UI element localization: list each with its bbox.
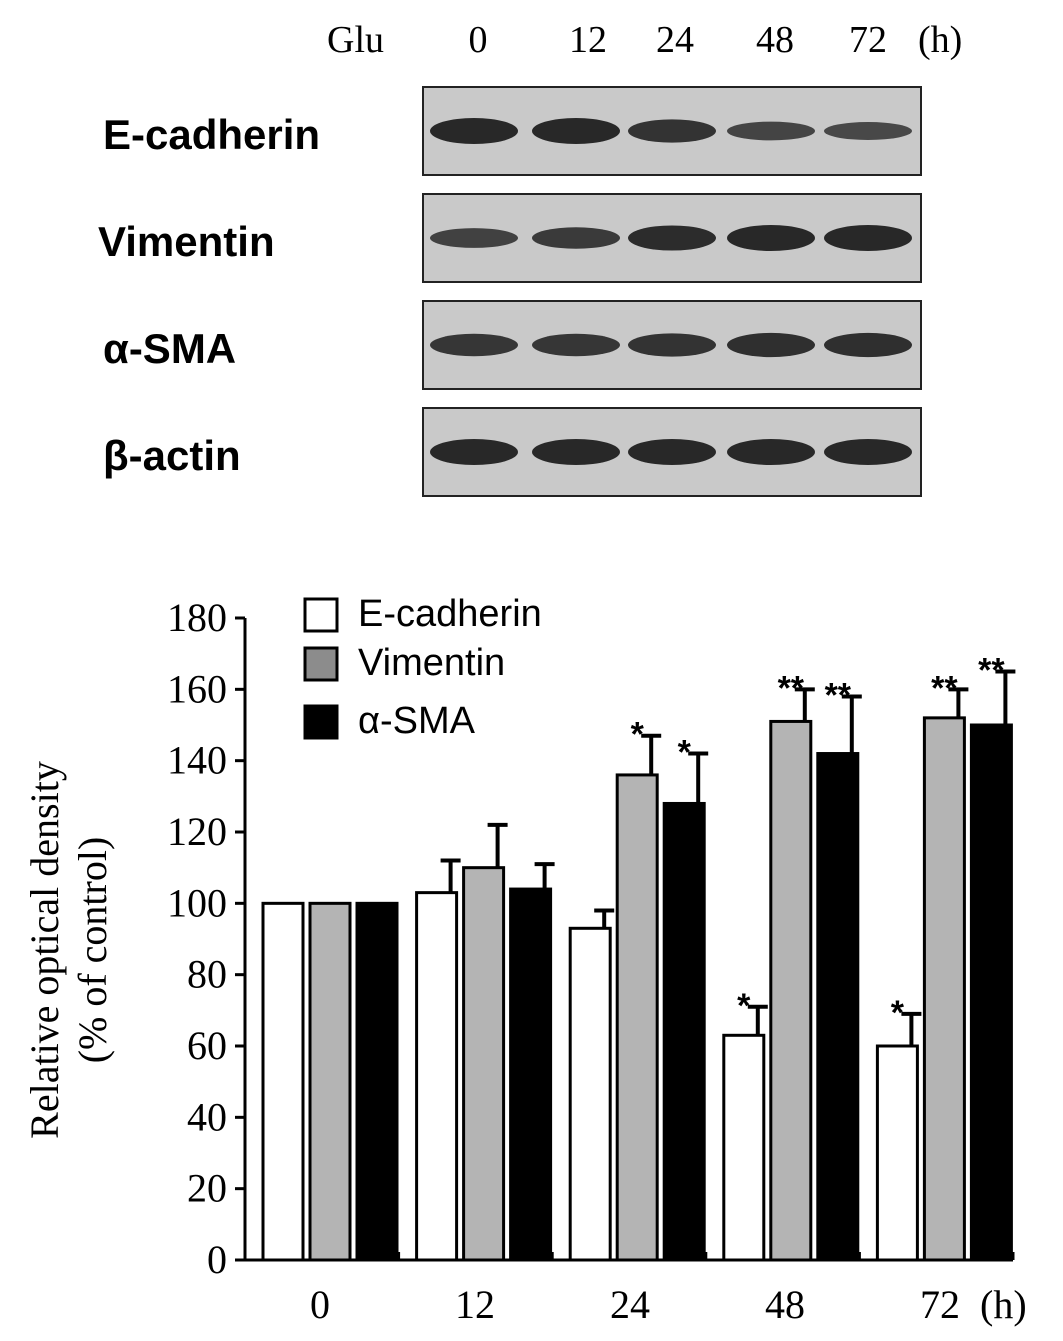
x-unit-label: (h) — [980, 1282, 1027, 1327]
blot-band — [430, 333, 518, 357]
significance-mark: * — [891, 994, 905, 1032]
y-axis-label: Relative optical density — [22, 761, 67, 1139]
blot-band — [430, 228, 518, 248]
bar — [415, 891, 459, 1262]
x-tick-label: 0 — [310, 1282, 330, 1327]
blot-row: E-cadherin — [103, 86, 922, 176]
y-tick-label: 100 — [167, 880, 227, 925]
significance-mark: ** — [978, 652, 1005, 690]
x-tick-label: 72 — [920, 1282, 960, 1327]
blot-band — [430, 439, 518, 465]
significance-mark: * — [737, 987, 751, 1025]
blot-band — [532, 439, 620, 465]
blot-band — [628, 439, 716, 465]
blot-band — [727, 225, 815, 251]
significance-mark: * — [631, 716, 645, 754]
x-tick-label: 12 — [455, 1282, 495, 1327]
x-tick-label: 48 — [765, 1282, 805, 1327]
significance-mark: ** — [931, 669, 958, 707]
legend-swatch — [303, 597, 339, 633]
blot-band — [532, 118, 620, 144]
blot-time-label: 48 — [756, 19, 794, 61]
blot-band — [430, 118, 518, 144]
blot-time-label: 12 — [569, 19, 607, 61]
y-axis-label-unit: (% of control) — [70, 837, 115, 1064]
y-tick-label: 120 — [167, 809, 227, 854]
blot-band — [727, 332, 815, 358]
blot-row-label: α-SMA — [103, 325, 236, 372]
significance-mark: ** — [778, 669, 805, 707]
bar — [662, 801, 706, 1262]
bar — [261, 901, 305, 1262]
blot-row: β-actin — [103, 407, 922, 497]
blot-band — [824, 332, 912, 358]
blot-band — [628, 333, 716, 357]
y-tick-label: 80 — [187, 952, 227, 997]
y-tick-label: 60 — [187, 1023, 227, 1068]
blot-band — [824, 122, 912, 140]
western-blot-panel: Glu 0 12 24 48 72 (h) E-cadherin Vimentin α-SM… — [98, 19, 962, 497]
bar — [969, 723, 1013, 1262]
bar — [922, 716, 966, 1262]
blot-band — [628, 119, 716, 143]
blot-row-label: β-actin — [103, 432, 241, 479]
significance-mark: ** — [825, 676, 852, 714]
blot-rows: E-cadherin Vimentin α-SMA β-actin — [98, 86, 922, 497]
blot-row-label: E-cadherin — [103, 111, 320, 158]
x-tick-label: 24 — [610, 1282, 650, 1327]
treatment-label: Glu — [327, 19, 384, 61]
legend: E-cadherin Vimentin α-SMA — [303, 593, 542, 742]
bar — [462, 866, 506, 1262]
blot-band — [628, 225, 716, 251]
bar — [308, 901, 352, 1262]
bar — [769, 719, 813, 1262]
legend-swatch — [303, 646, 339, 682]
blot-row: Vimentin — [98, 193, 922, 283]
blot-row-label: Vimentin — [98, 218, 275, 265]
bar — [568, 926, 612, 1262]
blot-time-labels: 0 12 24 48 72 — [469, 19, 888, 61]
y-tick-label: 140 — [167, 738, 227, 783]
legend-swatch — [303, 704, 339, 740]
y-tick-label: 40 — [187, 1094, 227, 1139]
blot-band — [532, 227, 620, 249]
bar — [816, 752, 860, 1262]
legend-label: α-SMA — [358, 700, 476, 742]
y-tick-label: 160 — [167, 666, 227, 711]
bar — [615, 773, 659, 1262]
blot-band — [727, 439, 815, 465]
y-axis: 0 20 40 60 80 100 120 140 160 180 — [167, 595, 247, 1282]
blot-band — [727, 121, 815, 141]
blot-band — [824, 225, 912, 251]
legend-label: Vimentin — [358, 642, 505, 684]
bar — [509, 887, 553, 1262]
blot-time-label: 72 — [849, 19, 887, 61]
blot-unit-label: (h) — [918, 19, 962, 61]
y-tick-label: 180 — [167, 595, 227, 640]
bar — [875, 1044, 919, 1262]
blot-row: α-SMA — [103, 300, 922, 390]
blot-time-label: 24 — [656, 19, 694, 61]
blot-band — [824, 439, 912, 465]
blot-time-label: 0 — [469, 19, 488, 61]
y-tick-label: 0 — [207, 1237, 227, 1282]
significance-mark: * — [678, 734, 692, 772]
bar — [722, 1033, 766, 1262]
bar — [355, 901, 399, 1262]
x-axis: 0 12 24 48 72 — [245, 1252, 1015, 1327]
bars: * **** ***** ** — [261, 652, 1016, 1262]
legend-label: E-cadherin — [358, 593, 542, 635]
y-tick-label: 20 — [187, 1166, 227, 1211]
blot-band — [532, 333, 620, 357]
